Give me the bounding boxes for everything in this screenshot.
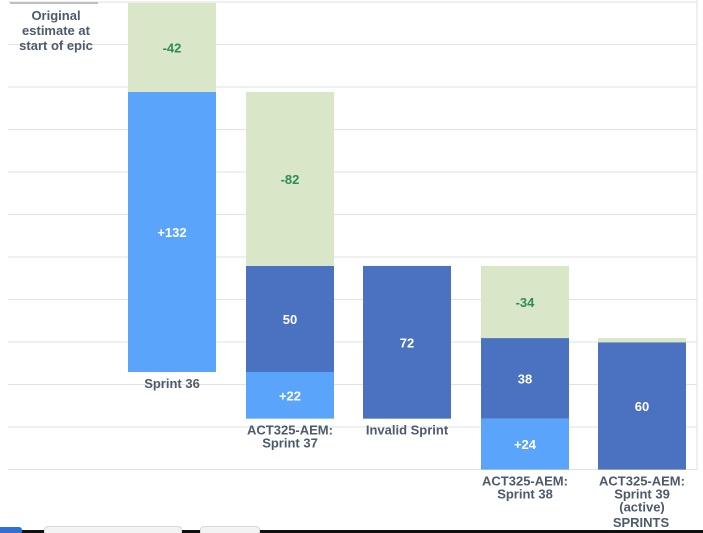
category-label: ACT325-AEM:: [482, 474, 568, 489]
bar-segment-removed[interactable]: [481, 265, 569, 339]
category-label: Invalid Sprint: [366, 423, 449, 438]
bar-segment-removed[interactable]: [246, 92, 334, 266]
bar-segment-added[interactable]: [128, 92, 216, 372]
bar-segment-remaining[interactable]: [598, 342, 686, 470]
bar-segment-remaining[interactable]: [363, 265, 451, 419]
bar-segment-remaining[interactable]: [481, 338, 569, 419]
category-label: Sprint 39: [614, 487, 670, 502]
bar-segment-remaining[interactable]: [246, 265, 334, 372]
bar-segment-label: 38: [518, 371, 532, 386]
window-bottom-edge: [0, 530, 703, 533]
original-estimate-line-2: estimate at: [22, 23, 91, 38]
bar-segment-removed[interactable]: [128, 2, 216, 93]
category-label: Sprint 38: [497, 487, 553, 502]
bar-segment-label: +24: [514, 437, 537, 452]
original-estimate-line-3: start of epic: [19, 38, 93, 53]
bar-segment-added[interactable]: [246, 372, 334, 419]
category-label: ACT325-AEM:: [599, 474, 685, 489]
bar-segment-added[interactable]: [481, 418, 569, 470]
scroll-indicator[interactable]: [0, 527, 22, 533]
bar-segment-label: 72: [400, 335, 414, 350]
category-label: Sprint 36: [144, 376, 200, 391]
category-label: (active): [619, 500, 665, 515]
chart-bars: +132 -42 +22 50 -82 72 +24 38 -34 60: [128, 2, 686, 470]
chart-grid: [8, 0, 698, 470]
category-label: ACT325-AEM:: [247, 423, 333, 438]
bar-segment-label: 50: [283, 312, 297, 327]
bar-segment-label: +22: [279, 388, 301, 403]
x-axis-title: SPRINTS: [613, 515, 670, 530]
bar-segment-label: -42: [163, 40, 182, 55]
original-estimate-line-1: Original: [31, 8, 80, 23]
original-estimate-note: Original estimate at start of epic: [10, 2, 98, 53]
bar-segment-label: 60: [635, 399, 649, 414]
bar-segment-label: -82: [281, 172, 300, 187]
bar-segment-label: +132: [157, 225, 186, 240]
footer-tab[interactable]: [44, 526, 182, 533]
footer-tab[interactable]: [200, 526, 260, 533]
bar-segment-label: -34: [516, 295, 536, 310]
bar-segment-removed[interactable]: [598, 338, 686, 343]
category-label: Sprint 37: [262, 436, 318, 451]
